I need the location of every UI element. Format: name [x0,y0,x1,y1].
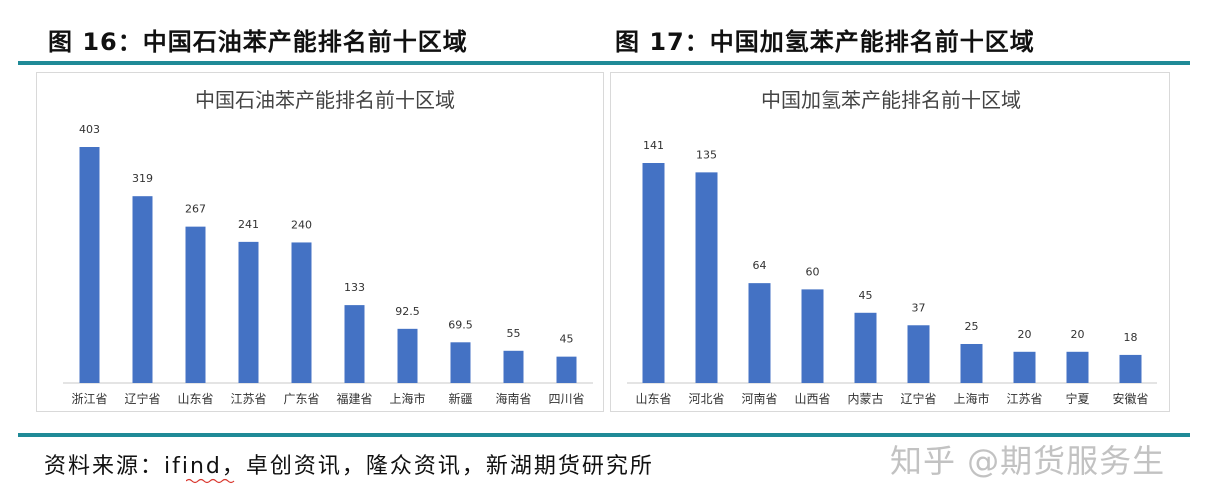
category-label-8: 江苏省 [1006,392,1042,406]
category-label-8: 新疆 [448,391,472,406]
benzene-capacity-chart: 中国石油苯产能排名前十区域 403 浙江省 319 辽宁省 267 山东省 241 江苏省 240… [63,88,593,406]
value-label-8: 69.5 [448,318,473,331]
category-label-4: 江苏省 [230,392,266,406]
value-label-5: 45 [859,289,873,302]
value-label-8: 20 [1018,328,1032,341]
value-label-3: 267 [185,203,206,216]
bar-9 [1066,351,1089,383]
category-label-9: 宁夏 [1065,391,1089,406]
value-label-4: 60 [806,265,820,278]
category-label-4: 山西省 [794,392,830,406]
spellcheck-underline [186,478,235,484]
value-label-5: 240 [291,218,312,231]
bar-3 [185,226,206,383]
category-label-6: 辽宁省 [900,391,936,406]
bar-4 [801,289,824,383]
zhihu-watermark: 知乎 @期货服务生 [890,442,1166,480]
category-label-6: 福建省 [336,391,372,406]
value-label-6: 37 [912,301,926,314]
bar-5 [854,312,877,383]
value-label-10: 18 [1124,331,1138,344]
bar-6 [344,305,365,383]
value-label-2: 135 [696,148,717,161]
category-label-2: 河北省 [688,392,724,406]
bar-8 [1013,351,1036,383]
value-label-7: 25 [965,320,979,333]
value-label-4: 241 [238,218,259,231]
bottom-divider [18,433,1190,437]
bar-8 [450,342,471,383]
source-note: 资料来源：ifind，卓创资讯，隆众资讯，新湖期货研究所 [44,454,654,479]
value-label-10: 45 [560,333,574,346]
figure-17-title: 图 17：中国加氢苯产能排名前十区域 [615,28,1035,56]
bar-1 [79,147,100,383]
category-label-1: 浙江省 [71,392,107,406]
value-label-3: 64 [753,259,767,272]
value-label-1: 403 [79,123,100,136]
benzene-capacity-chart-panel: 中国石油苯产能排名前十区域 403 浙江省 319 辽宁省 267 山东省 241 江苏省 240… [36,72,604,412]
top-divider [18,61,1190,65]
value-label-9: 20 [1071,328,1085,341]
hydro-benzene-capacity-chart-panel: 中国加氢苯产能排名前十区域 141 山东省 135 河北省 64 河南省 60 山西省 45 内蒙古… [610,72,1170,412]
bar-10 [1119,354,1142,383]
category-label-5: 广东省 [283,392,319,406]
bar-2 [132,196,153,383]
hydro-benzene-capacity-chart: 中国加氢苯产能排名前十区域 141 山东省 135 河北省 64 河南省 60 山西省 45 内蒙古… [627,88,1157,406]
category-label-3: 河南省 [741,391,777,406]
bar-1 [642,163,665,383]
value-label-2: 319 [132,172,153,185]
category-label-7: 上海市 [389,391,425,406]
value-label-1: 141 [643,139,664,152]
bar-4 [238,241,259,383]
category-label-1: 山东省 [635,392,671,406]
category-label-10: 安徽省 [1112,391,1148,406]
category-label-2: 辽宁省 [124,391,160,406]
bar-9 [503,350,524,383]
bar-7 [960,343,983,383]
bar-7 [397,328,418,383]
chart-title: 中国加氢苯产能排名前十区域 [761,88,1021,112]
value-label-7: 92.5 [395,305,420,318]
category-label-9: 海南省 [495,391,531,406]
bar-6 [907,325,930,383]
bar-5 [291,242,312,383]
value-label-9: 55 [507,327,521,340]
bar-10 [556,356,577,383]
figure-16-title: 图 16：中国石油苯产能排名前十区域 [48,28,468,56]
category-label-7: 上海市 [953,391,989,406]
bar-3 [748,283,771,383]
bar-2 [695,172,718,383]
chart-title: 中国石油苯产能排名前十区域 [195,88,455,112]
category-label-10: 四川省 [548,392,584,406]
value-label-6: 133 [344,281,365,294]
category-label-3: 山东省 [177,392,213,406]
category-label-5: 内蒙古 [847,391,883,406]
